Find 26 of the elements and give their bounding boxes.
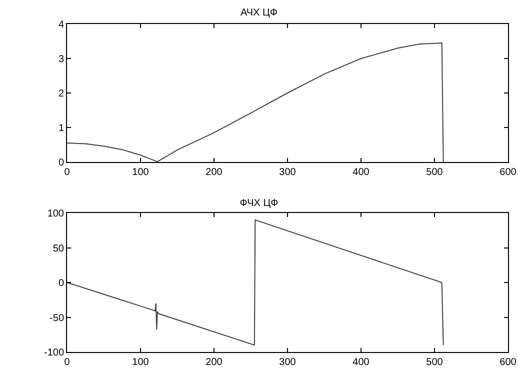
x-tick-label: 600 [500,167,517,178]
y-tick-label: 4 [58,20,64,30]
x-tick-label: 200 [206,357,223,368]
y-tick-label: 0 [58,278,64,289]
chart-title: АЧХ ЦФ [240,8,278,19]
x-tick-label: 600 [500,357,517,368]
x-tick-label: 300 [279,357,296,368]
x-tick-label: 100 [132,167,150,178]
x-tick-label: 300 [279,167,296,178]
line-series [67,219,444,346]
y-tick-label: 1 [58,123,64,134]
y-tick-label: -100 [44,348,64,358]
x-tick-label: 500 [426,167,444,178]
line-series [67,42,444,162]
y-tick-label: 2 [58,88,64,100]
y-tick-label: 0 [58,158,64,168]
x-tick-label: 500 [426,357,444,368]
y-tick-label: 3 [58,54,64,65]
y-tick-label: 50 [52,243,64,254]
y-tick-label: 100 [47,208,64,220]
x-tick-label: 200 [206,167,223,178]
chart-title: ФЧХ ЦФ [240,198,279,209]
x-tick-label: 400 [352,357,370,368]
y-tick-label: -50 [50,312,64,324]
x-tick-label: 100 [132,357,150,368]
x-tick-label: 400 [352,167,370,178]
